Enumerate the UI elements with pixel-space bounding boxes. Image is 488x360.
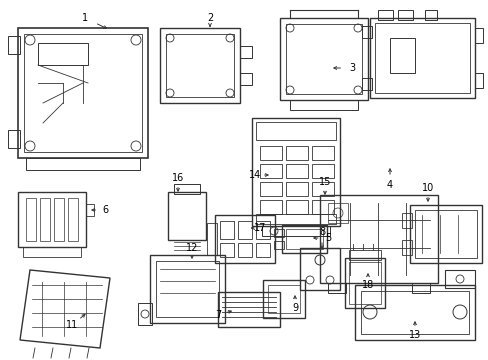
Bar	[273, 241, 284, 249]
Text: 3: 3	[348, 63, 354, 73]
Bar	[361, 26, 371, 38]
Bar	[260, 182, 282, 196]
Bar	[218, 292, 280, 327]
Bar	[401, 213, 411, 228]
Text: 1: 1	[82, 13, 88, 23]
Bar	[238, 221, 251, 239]
Bar	[251, 118, 339, 226]
Bar	[369, 18, 474, 98]
Text: 18: 18	[361, 280, 373, 290]
Text: 7: 7	[214, 310, 221, 320]
Text: 4: 4	[386, 180, 392, 190]
Text: 12: 12	[185, 243, 198, 253]
Bar	[174, 184, 200, 194]
Text: 11: 11	[66, 320, 78, 330]
Bar	[311, 200, 333, 214]
Bar	[280, 18, 367, 100]
Bar	[397, 10, 412, 20]
Bar	[444, 270, 474, 288]
Bar	[285, 164, 307, 178]
Bar	[348, 262, 380, 304]
Bar	[424, 10, 436, 20]
Bar	[360, 291, 468, 334]
Bar	[24, 34, 142, 152]
Bar	[411, 283, 429, 293]
Bar	[68, 198, 78, 241]
Bar	[474, 73, 482, 88]
Bar	[311, 182, 333, 196]
Bar	[327, 203, 347, 223]
Bar	[348, 250, 380, 260]
Bar	[206, 223, 217, 255]
Bar	[282, 225, 326, 253]
Bar	[240, 46, 251, 58]
Bar	[262, 226, 329, 236]
Bar	[389, 38, 414, 73]
Bar	[86, 204, 94, 216]
Bar	[319, 195, 437, 283]
Bar	[273, 229, 284, 237]
Bar	[238, 243, 251, 257]
Bar	[18, 28, 148, 158]
Bar	[327, 283, 346, 293]
Bar	[299, 248, 339, 290]
Bar	[311, 146, 333, 160]
Bar	[26, 158, 140, 170]
Bar	[285, 200, 307, 214]
Bar	[54, 198, 64, 241]
Bar	[8, 36, 20, 54]
Bar	[263, 280, 305, 318]
Bar	[354, 285, 474, 340]
Bar	[285, 24, 361, 94]
Bar	[138, 303, 152, 325]
Text: 9: 9	[291, 303, 298, 313]
Text: 8: 8	[318, 227, 325, 237]
Bar	[260, 146, 282, 160]
Bar	[256, 221, 269, 239]
Bar	[38, 43, 88, 65]
Text: 10: 10	[421, 183, 433, 193]
Bar	[267, 285, 299, 313]
Bar	[285, 229, 323, 249]
Bar	[377, 10, 392, 20]
Bar	[26, 198, 36, 241]
Bar	[18, 192, 86, 247]
Text: 6: 6	[102, 205, 108, 215]
Text: 13: 13	[408, 330, 420, 340]
Bar	[285, 146, 307, 160]
Bar	[168, 192, 205, 240]
Bar	[23, 247, 81, 257]
Bar	[220, 221, 234, 239]
Bar	[289, 100, 357, 110]
Bar	[361, 78, 371, 90]
Bar	[150, 255, 224, 323]
Bar	[345, 258, 384, 308]
Text: 14: 14	[248, 170, 261, 180]
Text: 16: 16	[171, 173, 184, 183]
Bar	[401, 240, 411, 255]
Text: 5: 5	[324, 233, 330, 243]
Bar	[474, 28, 482, 43]
Bar	[256, 122, 335, 140]
Bar	[256, 214, 335, 224]
Bar	[160, 28, 240, 103]
Bar	[220, 243, 234, 257]
Bar	[311, 164, 333, 178]
Bar	[260, 164, 282, 178]
Bar	[409, 205, 481, 263]
Text: 2: 2	[206, 13, 213, 23]
Bar	[156, 261, 219, 317]
Bar	[215, 215, 274, 263]
Bar	[374, 23, 469, 93]
Bar	[240, 73, 251, 85]
Text: 15: 15	[318, 177, 330, 187]
Bar	[414, 210, 476, 258]
Bar	[285, 182, 307, 196]
Text: 17: 17	[253, 223, 265, 233]
Bar	[8, 130, 20, 148]
Bar	[260, 200, 282, 214]
Bar	[40, 198, 50, 241]
Bar	[165, 34, 234, 97]
Bar	[256, 243, 269, 257]
